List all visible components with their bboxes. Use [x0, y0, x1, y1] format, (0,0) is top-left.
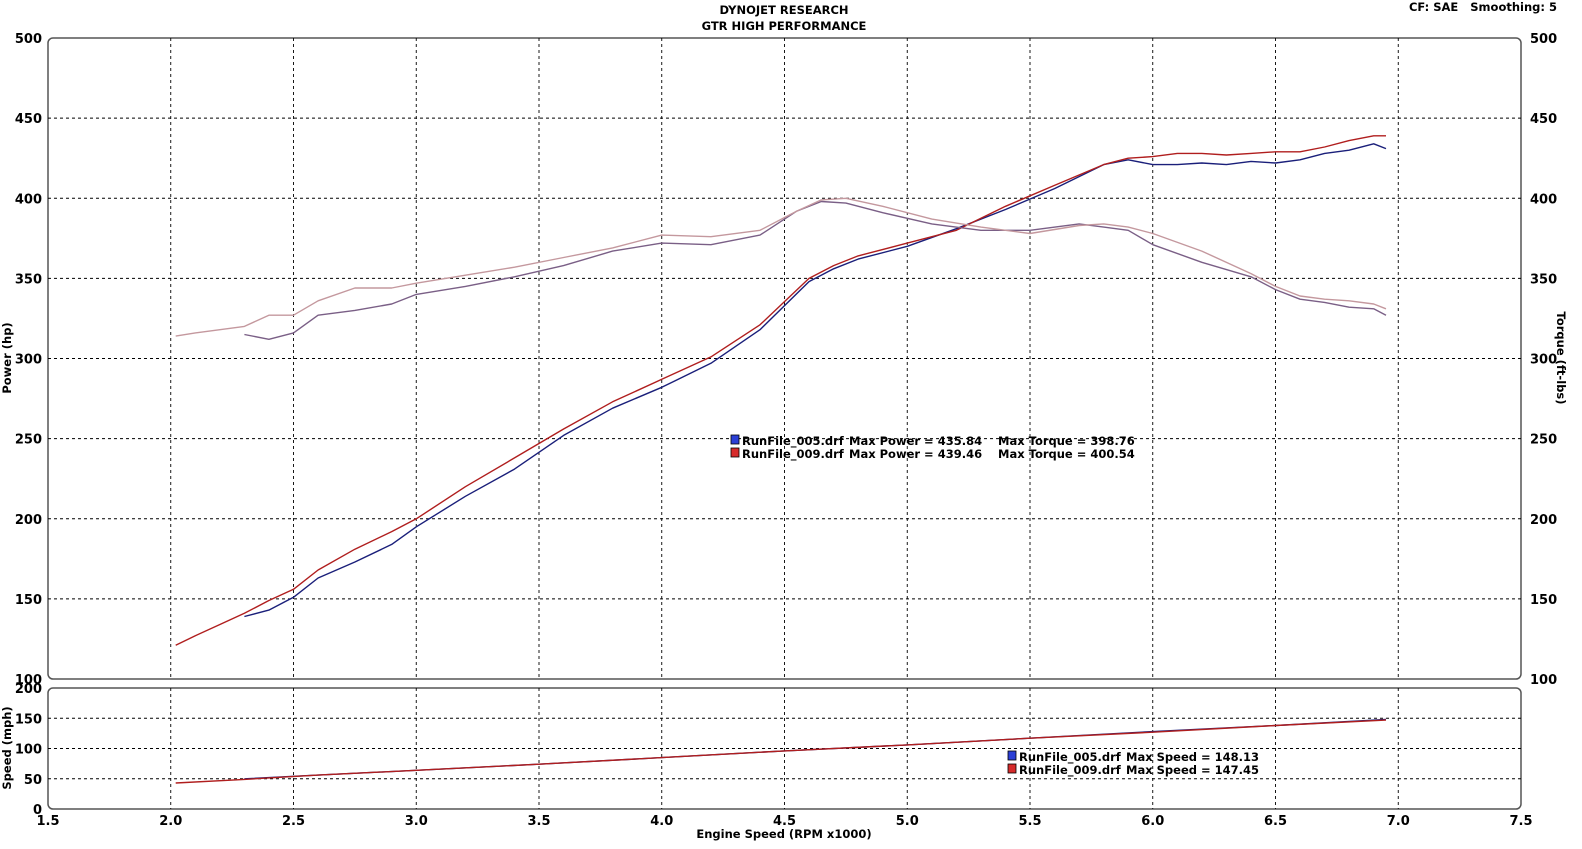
torque-tick-label: 400: [1530, 192, 1557, 207]
main-torque-runfile-009-drfline: [175, 197, 1387, 337]
torque-tick-label: 250: [1530, 433, 1557, 448]
power-tick-label: 150: [15, 593, 42, 608]
rpm-tick-label: 4.0: [650, 814, 673, 829]
speed-axis-label: Speed (mph): [0, 706, 14, 789]
torque-tick-label: 300: [1530, 353, 1557, 368]
chart-title-line2: GTR HIGH PERFORMANCE: [702, 19, 867, 33]
rpm-tick-label: 4.5: [773, 814, 796, 829]
speed-tick-label: 200: [15, 682, 42, 697]
rpm-tick-label: 5.5: [1018, 814, 1041, 829]
torque-tick-label: 150: [1530, 593, 1557, 608]
speed-legend: RunFile_005.drf Max Speed = 148.13 RunFi…: [1007, 750, 1259, 778]
speed-tick-label: 150: [15, 712, 42, 727]
settings-readout: CF: SAE Smoothing: 5: [1409, 0, 1557, 14]
main-left-axis-ticks: 100 150 200 250 300 350 400 450 500: [15, 32, 42, 688]
rpm-tick-label: 5.0: [896, 814, 919, 829]
x-axis-ticks: 1.5 2.0 2.5 3.0 3.5 4.0 4.5 5.0 5.5 6.0 6.5 7.0 7.5: [36, 814, 1532, 829]
rpm-tick-label: 2.5: [282, 814, 305, 829]
speed-axis-ticks: 0 50 100 150 200: [15, 682, 42, 818]
main-legend: RunFile_005.drf Max Power = 435.84 Max T…: [730, 434, 1135, 462]
speed-tick-label: 100: [15, 743, 42, 758]
speed-grid: [48, 688, 1521, 809]
rpm-tick-label: 1.5: [36, 814, 59, 829]
power-tick-label: 250: [15, 433, 42, 448]
speed-legend-swatch-009: [1007, 763, 1017, 774]
chart-title-line1: DYNOJET RESEARCH: [719, 3, 848, 17]
legend-power-009: Max Power = 439.46: [849, 447, 982, 461]
power-tick-label: 200: [15, 513, 42, 528]
main-right-axis-ticks: 100 150 200 250 300 350 400 450 500: [1530, 32, 1557, 688]
main-grid: [48, 38, 1521, 679]
legend-power-005: Max Power = 435.84: [849, 434, 982, 448]
power-axis-label: Power (hp): [0, 322, 14, 393]
rpm-tick-label: 3.0: [405, 814, 428, 829]
legend-name-005: RunFile_005.drf: [742, 434, 845, 449]
legend-torque-009: Max Torque = 400.54: [998, 447, 1135, 461]
legend-swatch-009: [730, 447, 740, 458]
power-tick-label: 450: [15, 112, 42, 127]
legend-name-009: RunFile_009.drf: [742, 447, 845, 462]
power-tick-label: 100: [15, 673, 42, 688]
power-tick-label: 300: [15, 353, 42, 368]
rpm-tick-label: 7.0: [1387, 814, 1410, 829]
legend-swatch-005: [730, 434, 740, 445]
rpm-tick-label: 3.5: [527, 814, 550, 829]
main-torque-runfile-005-drfline: [244, 200, 1387, 340]
rpm-tick-label: 6.0: [1141, 814, 1164, 829]
rpm-tick-label: 7.5: [1509, 814, 1532, 829]
main-series-group: [175, 135, 1387, 646]
speed-legend-name-005: RunFile_005.drf: [1019, 750, 1122, 765]
rpm-tick-label: 6.5: [1264, 814, 1287, 829]
power-tick-label: 400: [15, 192, 42, 207]
speed-legend-value-005: Max Speed = 148.13: [1126, 750, 1259, 764]
speed-tick-label: 50: [24, 773, 42, 788]
speed-runfile-009-drfline: [175, 719, 1387, 784]
main-power-runfile-009-drfline: [175, 135, 1386, 646]
torque-tick-label: 450: [1530, 112, 1557, 127]
torque-tick-label: 500: [1530, 32, 1557, 47]
rpm-tick-label: 2.0: [159, 814, 182, 829]
speed-legend-value-009: Max Speed = 147.45: [1126, 763, 1259, 777]
main-power-runfile-005-drfline: [244, 143, 1387, 618]
speed-legend-swatch-005: [1007, 750, 1017, 761]
engine-speed-axis-label: Engine Speed (RPM x1000): [696, 827, 871, 841]
torque-tick-label: 200: [1530, 513, 1557, 528]
power-tick-label: 500: [15, 32, 42, 47]
torque-tick-label: 350: [1530, 272, 1557, 287]
speed-tick-label: 0: [33, 803, 42, 818]
torque-tick-label: 100: [1530, 673, 1557, 688]
torque-axis-label: Torque (ft-lbs): [1554, 312, 1568, 405]
speed-legend-name-009: RunFile_009.drf: [1019, 763, 1122, 778]
legend-torque-005: Max Torque = 398.76: [998, 434, 1135, 448]
power-tick-label: 350: [15, 272, 42, 287]
speed-series-group: [175, 718, 1387, 784]
